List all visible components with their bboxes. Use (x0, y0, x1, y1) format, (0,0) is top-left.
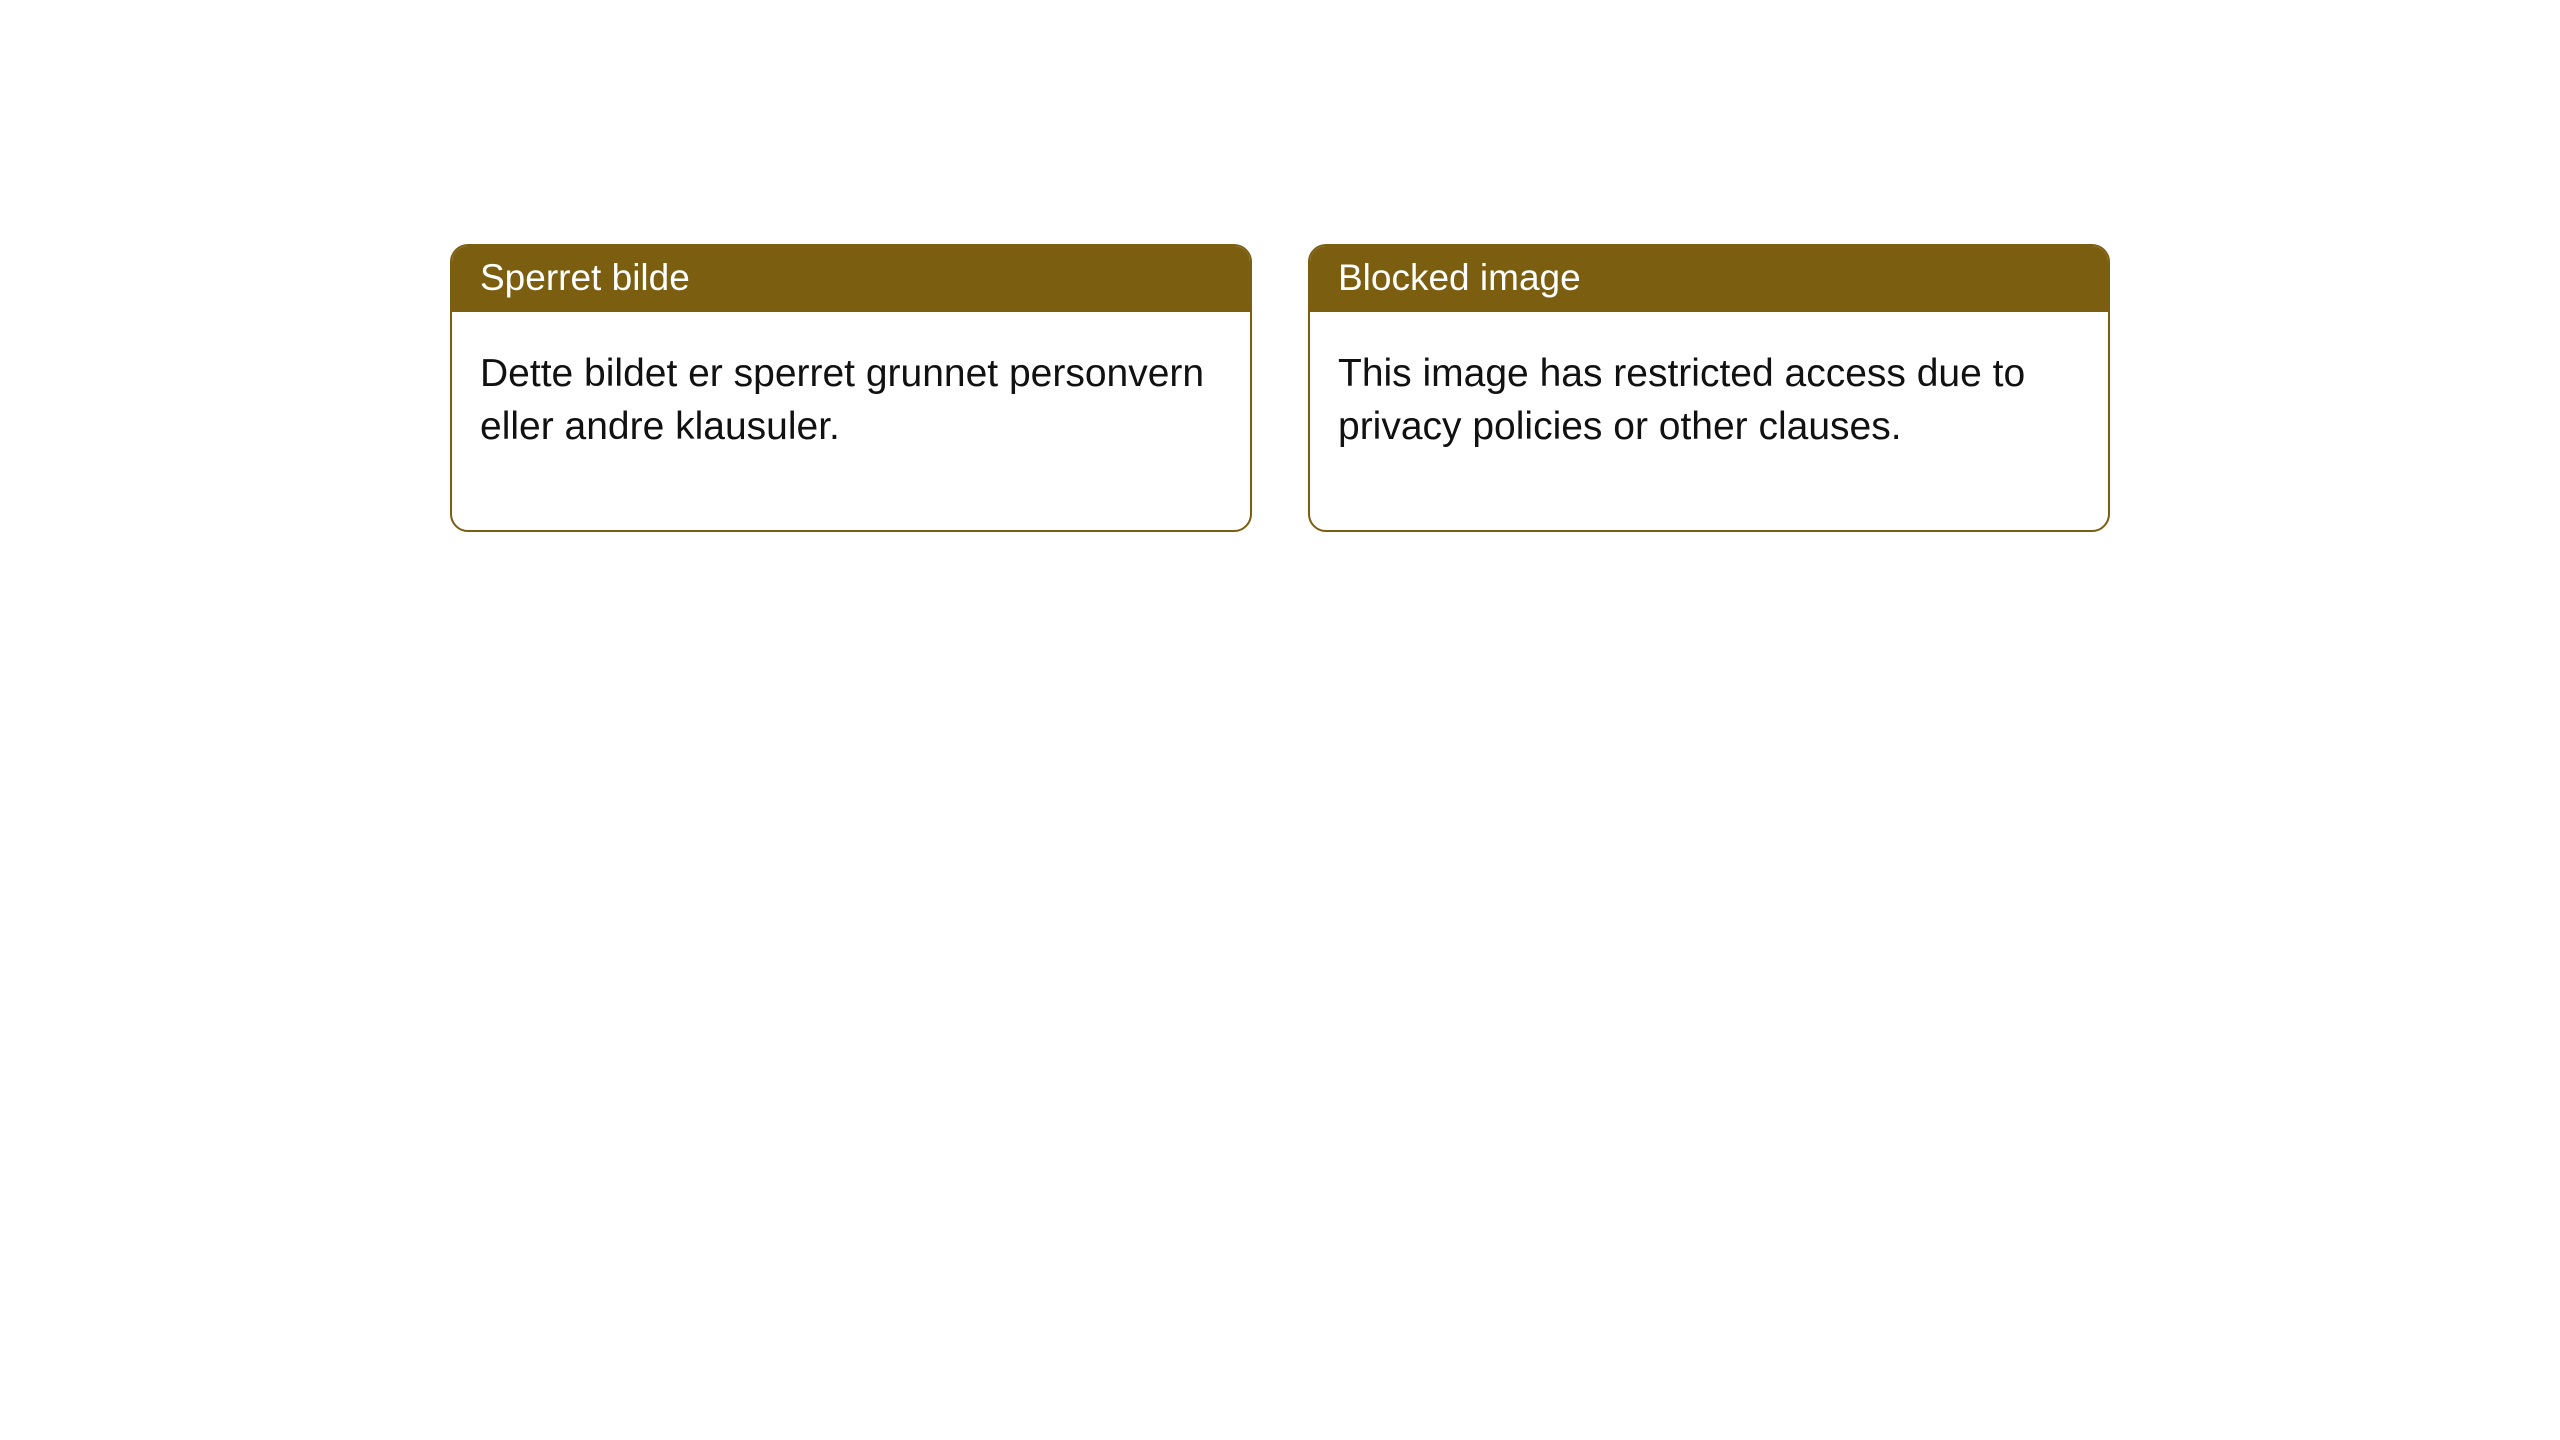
notice-card-title: Sperret bilde (452, 246, 1250, 312)
notice-card-title: Blocked image (1310, 246, 2108, 312)
notice-card-english: Blocked image This image has restricted … (1308, 244, 2110, 532)
notice-card-body: This image has restricted access due to … (1310, 312, 2108, 529)
notice-container: Sperret bilde Dette bildet er sperret gr… (450, 244, 2110, 532)
notice-card-body: Dette bildet er sperret grunnet personve… (452, 312, 1250, 529)
notice-card-norwegian: Sperret bilde Dette bildet er sperret gr… (450, 244, 1252, 532)
